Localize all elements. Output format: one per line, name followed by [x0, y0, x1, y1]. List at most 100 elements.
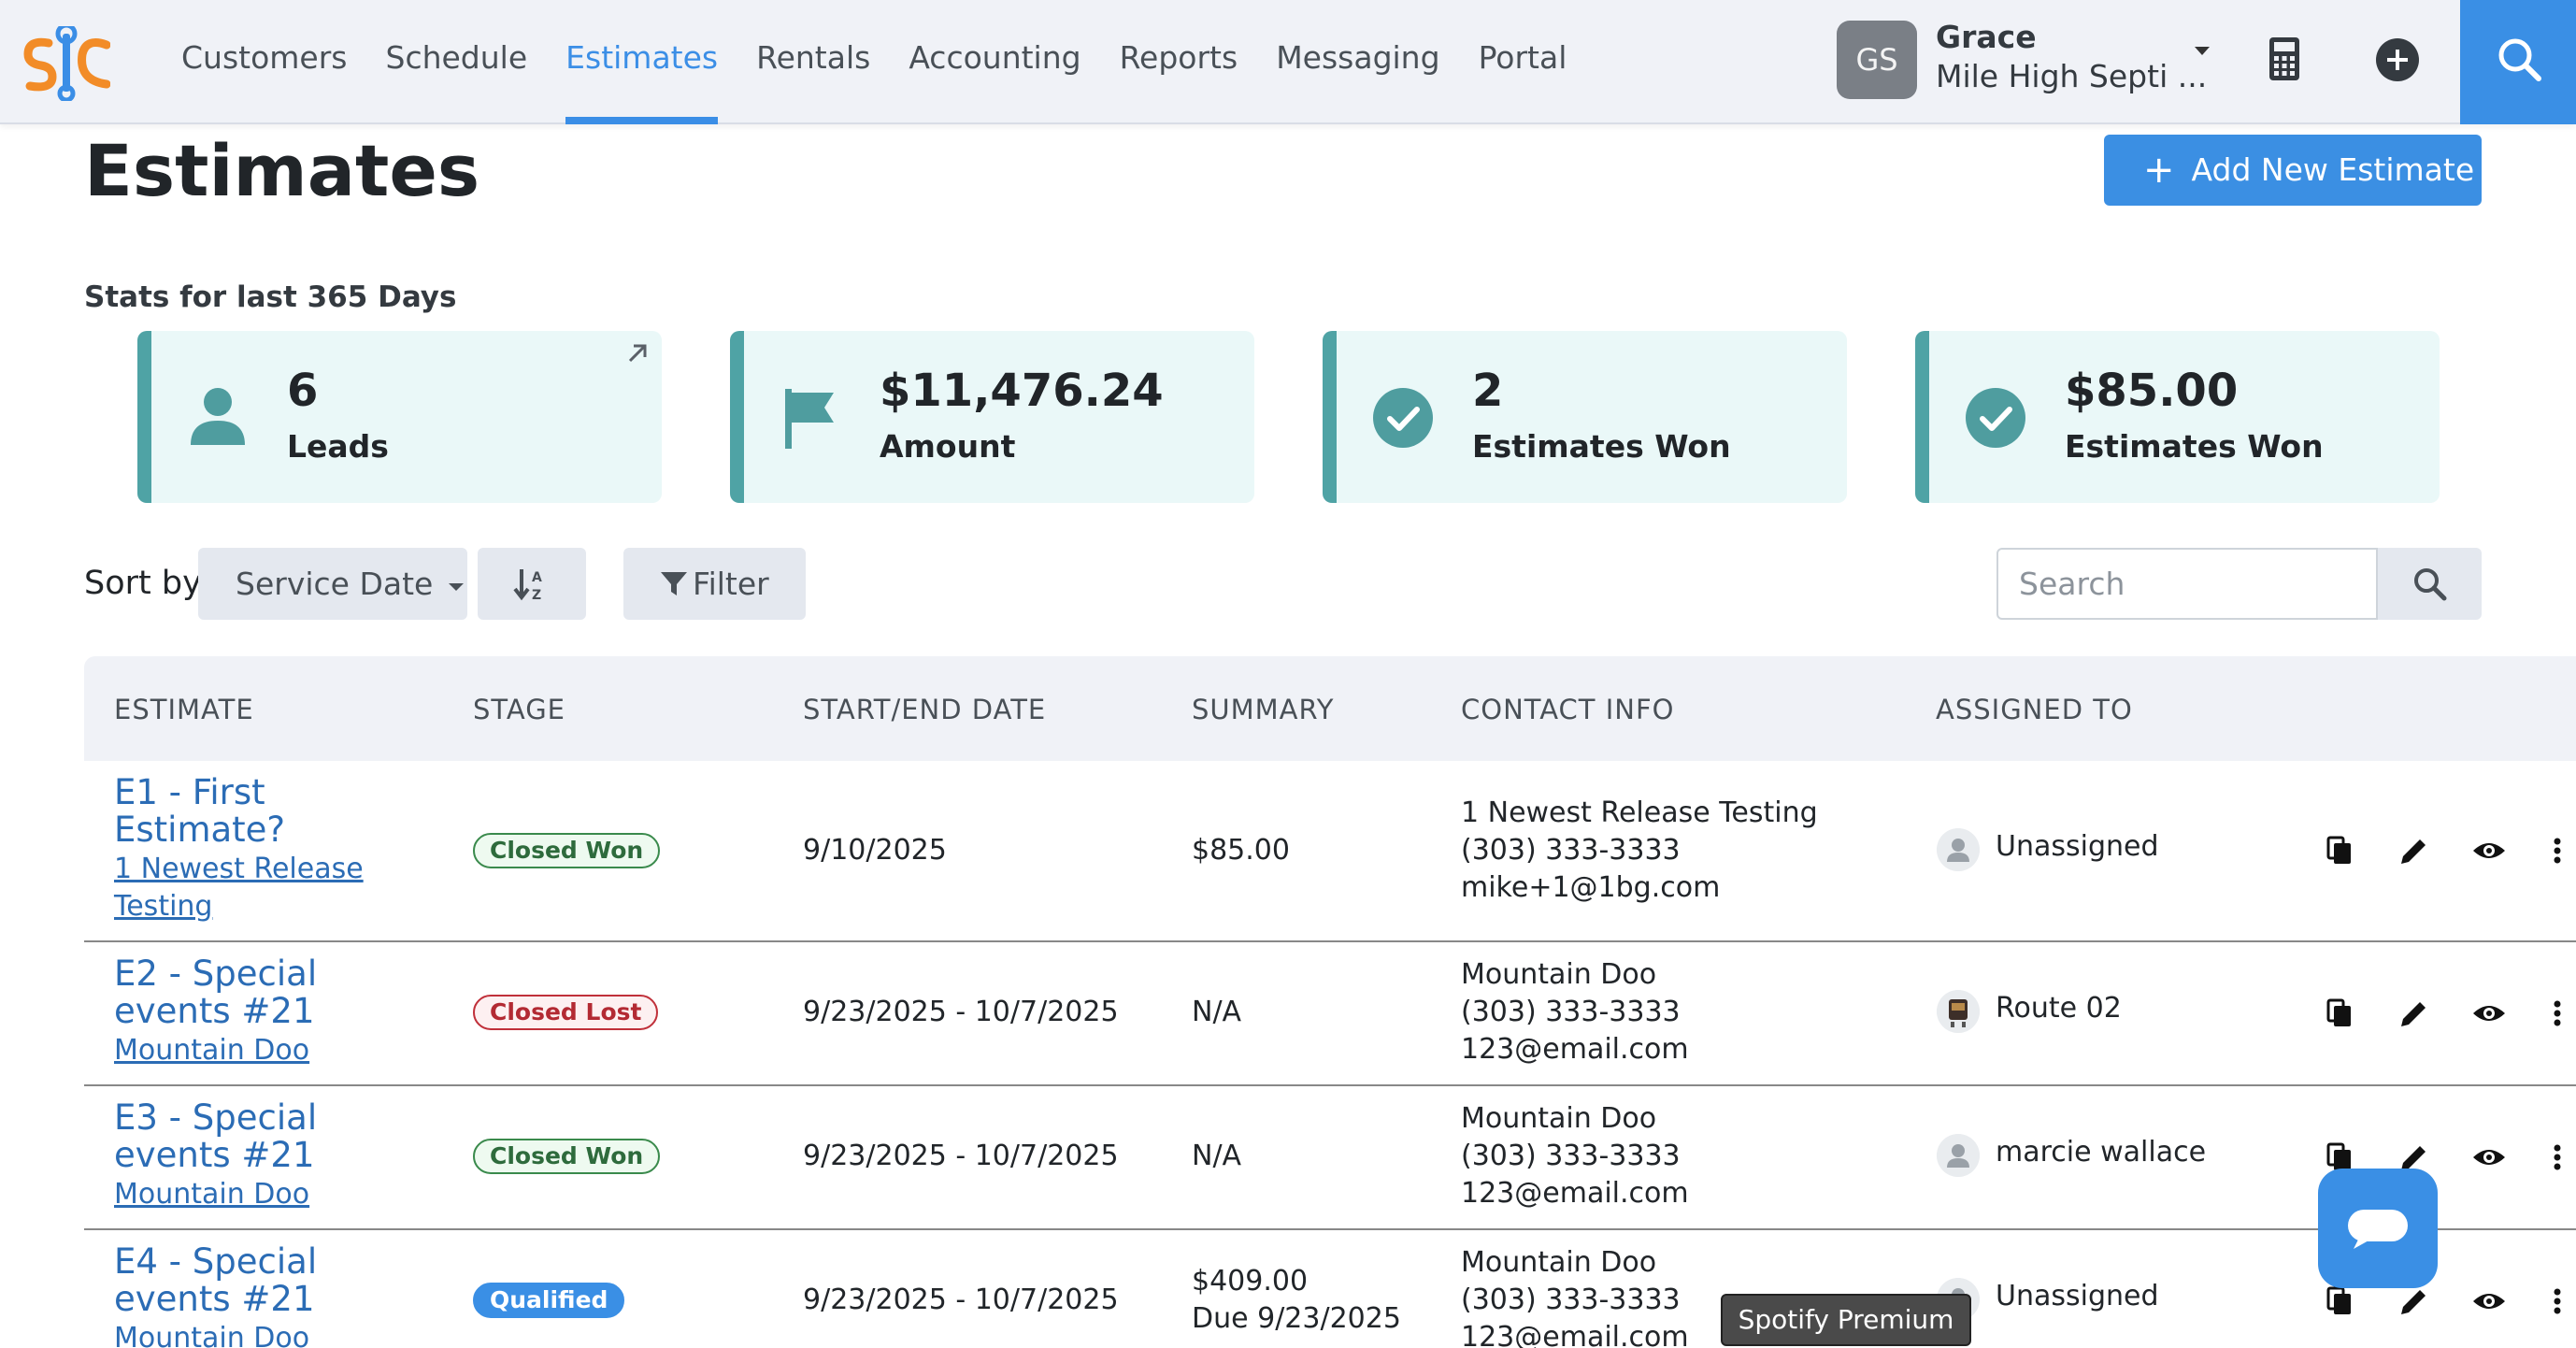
table-row[interactable]: E2 - Special events #21 Mountain Doo Clos… — [84, 942, 2576, 1086]
contact-phone: (303) 333-3333 — [1461, 996, 1681, 1028]
status-badge: Qualified — [473, 1283, 625, 1318]
edit-pencil-icon[interactable] — [2396, 995, 2433, 1032]
edit-pencil-icon[interactable] — [2396, 832, 2433, 869]
nav-estimates[interactable]: Estimates — [565, 0, 718, 124]
chat-widget-button[interactable] — [2318, 1169, 2438, 1288]
column-header-dates[interactable]: START/END DATE — [803, 694, 1047, 725]
more-vertical-icon[interactable] — [2548, 832, 2567, 869]
view-eye-icon[interactable] — [2470, 995, 2508, 1032]
nav-portal[interactable]: Portal — [1478, 39, 1567, 76]
more-vertical-icon[interactable] — [2548, 1283, 2567, 1320]
estimate-customer-link[interactable]: 1 Newest Release Testing — [114, 853, 364, 923]
more-vertical-icon[interactable] — [2548, 995, 2567, 1032]
column-header-stage[interactable]: STAGE — [473, 694, 565, 725]
stats-label: Stats for last 365 Days — [84, 280, 457, 314]
summary-amount: N/A — [1192, 996, 1242, 1028]
stat-card-estimates-won-count[interactable]: 2 Estimates Won — [1323, 331, 1847, 503]
global-search-button[interactable] — [2460, 0, 2576, 124]
user-name[interactable]: Grace — [1936, 19, 2037, 55]
column-header-assigned[interactable]: ASSIGNED TO — [1936, 694, 2133, 725]
estimate-customer-link[interactable]: Mountain Doo — [114, 1322, 310, 1348]
estimate-title[interactable]: E2 - Special events #21 — [114, 954, 318, 1031]
estimate-title[interactable]: E4 - Special events #21 — [114, 1241, 318, 1319]
edit-pencil-icon[interactable] — [2396, 1283, 2433, 1320]
copy-icon[interactable] — [2321, 995, 2358, 1032]
stat-label: Estimates Won — [1472, 428, 1731, 465]
contact-email: mike+1@1bg.com — [1461, 871, 1721, 904]
nav-rentals[interactable]: Rentals — [756, 39, 871, 76]
user-company[interactable]: Mile High Septi ... — [1936, 58, 2208, 94]
nav-customers[interactable]: Customers — [181, 39, 348, 76]
calculator-icon[interactable] — [2256, 32, 2312, 88]
date-range: 9/23/2025 - 10/7/2025 — [803, 996, 1119, 1028]
stat-value: 2 — [1472, 365, 1504, 417]
add-new-estimate-label: Add New Estimate — [2191, 151, 2475, 188]
edit-pencil-icon[interactable] — [2396, 1139, 2433, 1176]
sort-field-dropdown[interactable]: Service Date — [198, 548, 467, 620]
svg-text:A: A — [532, 570, 542, 585]
nav-accounting[interactable]: Accounting — [909, 39, 1081, 76]
contact-phone: (303) 333-3333 — [1461, 1140, 1681, 1172]
contact-phone: (303) 333-3333 — [1461, 1283, 1681, 1316]
top-navbar: Customers Schedule Estimates Rentals Acc… — [0, 0, 2576, 124]
estimate-customer-link[interactable]: Mountain Doo — [114, 1178, 310, 1211]
plus-icon: + — [2143, 149, 2175, 192]
copy-icon[interactable] — [2321, 1283, 2358, 1320]
sort-field-value: Service Date — [236, 566, 434, 602]
stat-card-estimates-won-amount[interactable]: $85.00 Estimates Won — [1915, 331, 2440, 503]
table-row[interactable]: E1 - First Estimate? 1 Newest Release Test… — [84, 761, 2576, 942]
logo[interactable] — [21, 26, 110, 101]
view-eye-icon[interactable] — [2470, 1139, 2508, 1176]
check-circle-icon — [1373, 388, 1433, 448]
table-row[interactable]: E4 - Special events #21 Mountain Doo Qual… — [84, 1230, 2576, 1348]
nav-messaging[interactable]: Messaging — [1276, 39, 1440, 76]
route-avatar-icon — [1937, 990, 1980, 1033]
column-header-contact[interactable]: CONTACT INFO — [1461, 694, 1675, 725]
user-menu-caret-icon[interactable] — [2195, 47, 2210, 55]
copy-icon[interactable] — [2321, 832, 2358, 869]
contact-phone: (303) 333-3333 — [1461, 834, 1681, 867]
search-submit-button[interactable] — [2378, 548, 2482, 620]
summary-amount: $409.00 — [1192, 1265, 1309, 1298]
nav-reports[interactable]: Reports — [1119, 39, 1238, 76]
view-eye-icon[interactable] — [2470, 1283, 2508, 1320]
assigned-to: marcie wallace — [1996, 1136, 2207, 1169]
stat-card-amount[interactable]: $11,476.24 Amount — [730, 331, 1254, 503]
estimate-customer-link[interactable]: Mountain Doo — [114, 1034, 310, 1067]
contact-name: Mountain Doo — [1461, 958, 1657, 991]
estimate-title[interactable]: E3 - Special events #21 — [114, 1097, 318, 1175]
user-icon — [191, 388, 245, 445]
table-row[interactable]: E3 - Special events #21 Mountain Doo Clos… — [84, 1086, 2576, 1230]
view-eye-icon[interactable] — [2470, 832, 2508, 869]
assigned-to: Unassigned — [1996, 830, 2159, 863]
filter-button[interactable]: Filter — [623, 548, 806, 620]
page-title: Estimates — [84, 129, 480, 212]
more-vertical-icon[interactable] — [2548, 1139, 2567, 1176]
stat-card-leads[interactable]: 6 Leads — [137, 331, 662, 503]
estimate-title[interactable]: E1 - First Estimate? — [114, 772, 286, 850]
summary-due-date: Due 9/23/2025 — [1192, 1302, 1401, 1335]
user-avatar[interactable]: GS — [1837, 21, 1917, 99]
table-header: ESTIMATE STAGE START/END DATE SUMMARY CO… — [84, 656, 2576, 761]
nav-schedule[interactable]: Schedule — [385, 39, 528, 76]
contact-email: 123@email.com — [1461, 1033, 1689, 1066]
sort-direction-button[interactable]: A Z — [478, 548, 586, 620]
stat-label: Estimates Won — [2065, 428, 2324, 465]
sort-by-label: Sort by — [84, 565, 202, 602]
stat-value: $11,476.24 — [880, 365, 1164, 417]
search-input[interactable] — [1996, 548, 2378, 620]
add-new-estimate-button[interactable]: + Add New Estimate — [2104, 135, 2482, 206]
sort-order-icon: A Z — [513, 569, 542, 603]
caret-down-icon — [448, 583, 464, 591]
status-badge: Closed Won — [473, 1139, 661, 1174]
date-range: 9/23/2025 - 10/7/2025 — [803, 1283, 1119, 1316]
copy-icon[interactable] — [2321, 1139, 2358, 1176]
column-header-summary[interactable]: SUMMARY — [1192, 694, 1335, 725]
summary-amount: $85.00 — [1192, 834, 1290, 867]
column-header-estimate[interactable]: ESTIMATE — [114, 694, 254, 725]
external-link-icon[interactable] — [623, 338, 652, 368]
main-nav: Customers Schedule Estimates Rentals Acc… — [181, 0, 1605, 124]
check-circle-icon — [1966, 388, 2025, 448]
contact-name: 1 Newest Release Testing — [1461, 796, 1818, 829]
plus-circle-icon[interactable] — [2369, 32, 2426, 88]
